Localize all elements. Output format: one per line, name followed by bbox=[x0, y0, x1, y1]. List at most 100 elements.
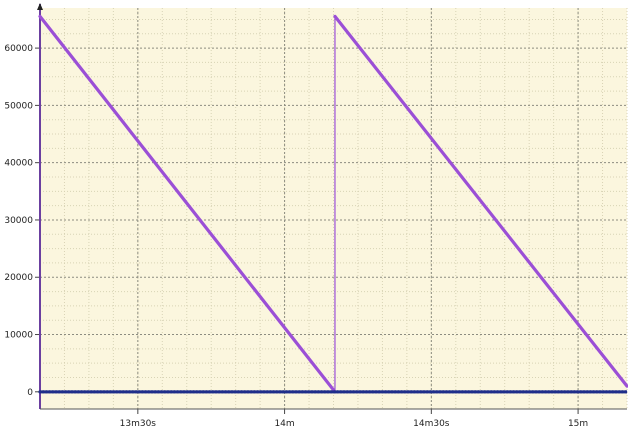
baseline-point bbox=[288, 390, 292, 394]
baseline-point bbox=[441, 390, 445, 394]
baseline-point bbox=[176, 390, 180, 394]
baseline-point bbox=[252, 390, 256, 394]
baseline-point bbox=[569, 390, 573, 394]
baseline-point bbox=[528, 390, 532, 394]
baseline-point bbox=[182, 390, 186, 394]
baseline-point bbox=[422, 390, 426, 394]
baseline-point bbox=[336, 390, 340, 394]
series-layer bbox=[38, 14, 628, 394]
baseline-point bbox=[438, 390, 442, 394]
baseline-point bbox=[467, 390, 471, 394]
y-tick-label: 60000 bbox=[4, 44, 33, 54]
baseline-point bbox=[268, 390, 272, 394]
baseline-point bbox=[150, 390, 154, 394]
baseline-point bbox=[198, 390, 202, 394]
baseline-point bbox=[515, 390, 519, 394]
x-tick-label: 15m bbox=[568, 419, 588, 429]
y-axis-arrow bbox=[37, 3, 43, 10]
baseline-point bbox=[323, 390, 327, 394]
baseline-point bbox=[611, 390, 615, 394]
baseline-point bbox=[409, 390, 413, 394]
baseline-point bbox=[553, 390, 557, 394]
baseline-point bbox=[416, 390, 420, 394]
tick-labels: 13m30s 14m 14m30s 15m 0 10000 20000 30000 40000 5… bbox=[4, 44, 588, 429]
baseline-point bbox=[329, 390, 333, 394]
axes bbox=[35, 3, 627, 414]
baseline-point bbox=[44, 390, 49, 394]
baseline-point bbox=[233, 390, 237, 394]
baseline-point bbox=[201, 390, 205, 394]
baseline-point bbox=[368, 390, 372, 394]
baseline-point bbox=[131, 390, 135, 394]
baseline-point bbox=[617, 390, 621, 394]
baseline-point bbox=[364, 390, 368, 394]
baseline-point bbox=[320, 390, 324, 394]
baseline-point bbox=[166, 390, 170, 394]
x-tick-label: 14m30s bbox=[413, 419, 450, 429]
baseline-point bbox=[374, 390, 378, 394]
baseline-point bbox=[153, 390, 157, 394]
baseline-point bbox=[534, 390, 538, 394]
y-tick-label: 10000 bbox=[4, 331, 33, 341]
baseline-point bbox=[307, 390, 311, 394]
baseline-point bbox=[476, 390, 480, 394]
baseline-point bbox=[185, 390, 189, 394]
baseline-point bbox=[272, 390, 276, 394]
baseline-point bbox=[265, 390, 269, 394]
baseline-point bbox=[105, 390, 109, 394]
baseline-point bbox=[294, 390, 298, 394]
baseline-point bbox=[540, 390, 545, 394]
baseline-point bbox=[124, 390, 128, 394]
baseline-point bbox=[518, 390, 522, 394]
baseline-point bbox=[406, 390, 410, 394]
baseline-point bbox=[147, 390, 151, 394]
baseline-point bbox=[390, 390, 394, 394]
baseline-point bbox=[163, 390, 167, 394]
baseline-point bbox=[179, 390, 183, 394]
baseline-point bbox=[556, 390, 561, 394]
baseline-point bbox=[102, 390, 106, 394]
baseline-point bbox=[505, 390, 509, 394]
baseline-point bbox=[326, 390, 330, 394]
baseline-point bbox=[355, 390, 359, 394]
baseline-point bbox=[243, 390, 247, 394]
baseline-point bbox=[432, 390, 436, 394]
baseline-point bbox=[64, 390, 68, 394]
baseline-point bbox=[211, 390, 215, 394]
y-tick-label: 40000 bbox=[4, 159, 33, 169]
baseline-point bbox=[41, 390, 45, 394]
baseline-point bbox=[531, 390, 535, 394]
baseline-point bbox=[470, 390, 474, 394]
baseline-point bbox=[595, 390, 599, 394]
baseline-point bbox=[118, 390, 122, 394]
baseline-point bbox=[576, 390, 580, 394]
baseline-point bbox=[281, 390, 285, 394]
baseline-point bbox=[204, 390, 208, 394]
baseline-point bbox=[208, 390, 212, 394]
baseline-point bbox=[217, 390, 221, 394]
baseline-point bbox=[480, 390, 484, 394]
baseline-point bbox=[352, 390, 356, 394]
baseline-point bbox=[313, 390, 317, 394]
baseline-point bbox=[67, 390, 71, 394]
baseline-point bbox=[192, 390, 196, 394]
baseline-point bbox=[502, 390, 506, 394]
baseline-point bbox=[489, 390, 493, 394]
baseline-point bbox=[108, 390, 112, 394]
baseline-point bbox=[227, 390, 231, 394]
baseline-point bbox=[99, 390, 103, 394]
baseline-point bbox=[460, 390, 464, 394]
baseline-point bbox=[230, 390, 234, 394]
baseline-point bbox=[236, 390, 240, 394]
baseline-point bbox=[246, 390, 250, 394]
baseline-point bbox=[464, 390, 468, 394]
baseline-point bbox=[89, 390, 93, 394]
baseline-point bbox=[486, 390, 490, 394]
baseline-point bbox=[563, 390, 567, 394]
baseline-point bbox=[160, 390, 164, 394]
baseline-point bbox=[144, 390, 148, 394]
x-tick-label: 14m bbox=[274, 419, 294, 429]
baseline-point bbox=[560, 390, 564, 394]
baseline-point bbox=[524, 390, 529, 394]
baseline-point bbox=[457, 390, 461, 394]
